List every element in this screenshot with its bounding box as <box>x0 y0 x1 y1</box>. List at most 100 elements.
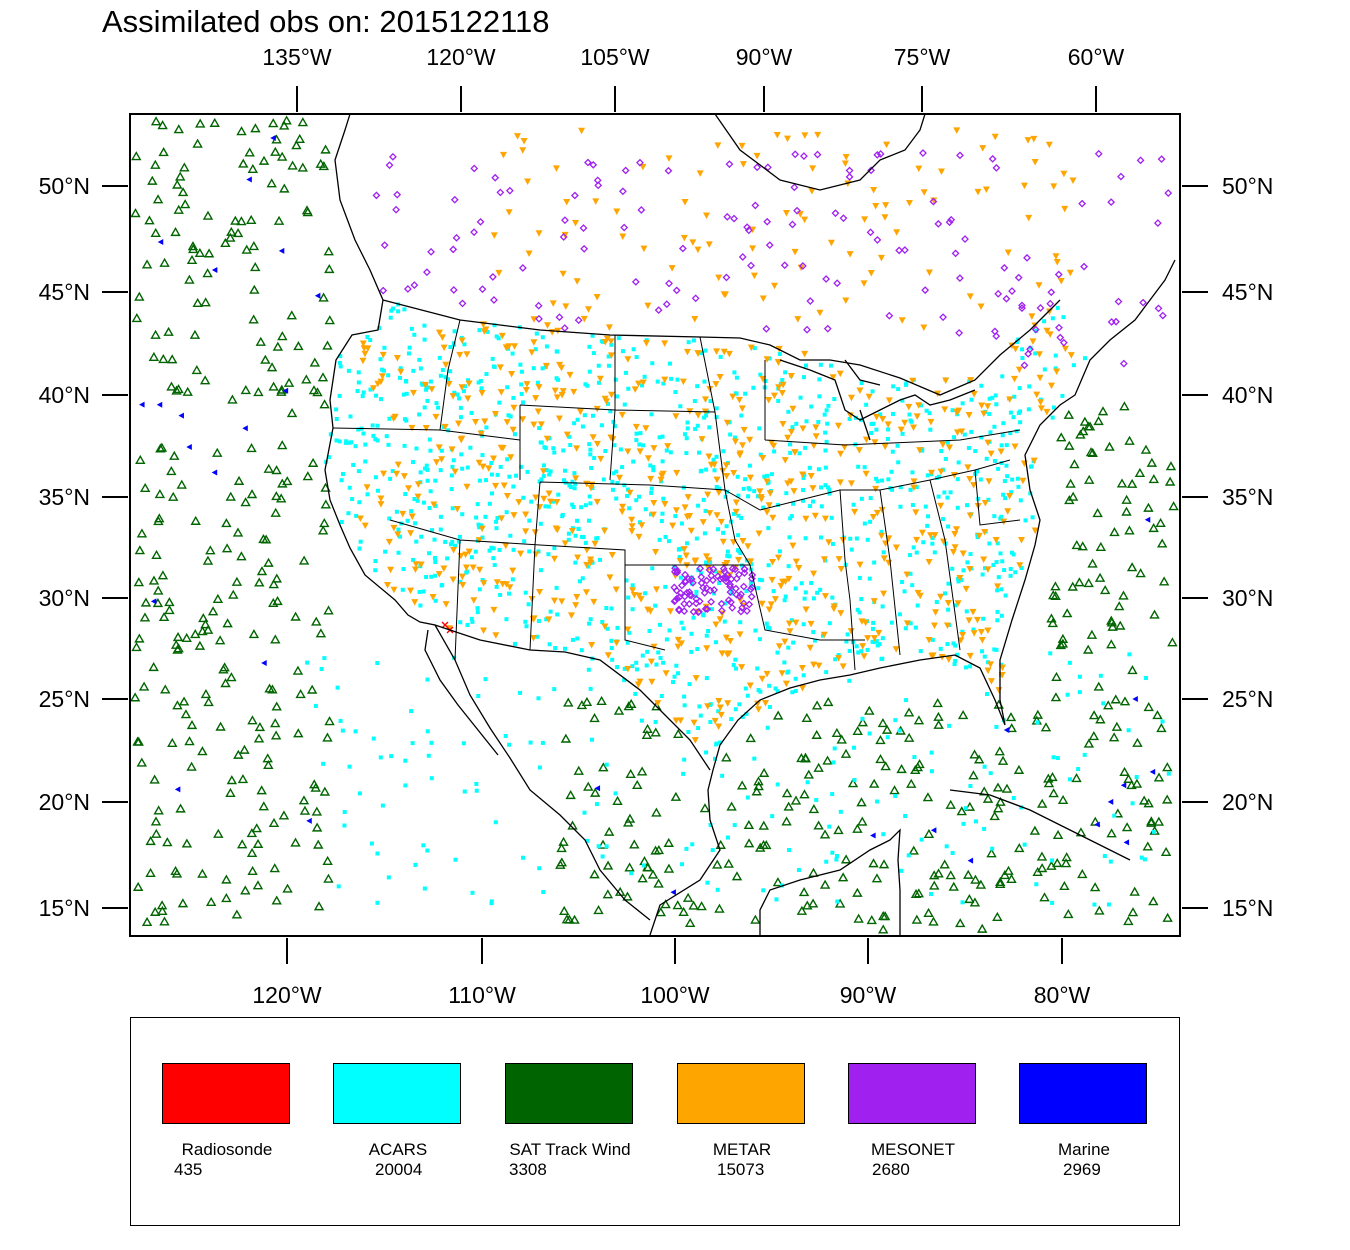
metar-marker <box>1061 205 1069 213</box>
legend: Radiosonde 435 ACARS 20004 SAT Track Wind 330… <box>130 1017 1180 1226</box>
metar-marker <box>790 488 798 495</box>
marine-marker <box>178 412 184 419</box>
sat-wind-marker <box>871 873 883 883</box>
acars-marker <box>761 505 766 510</box>
sat-wind-marker <box>168 491 179 501</box>
sat-wind-marker <box>642 723 653 734</box>
sat-wind-marker <box>1127 907 1139 917</box>
metar-marker <box>974 188 982 196</box>
acars-marker <box>519 391 524 396</box>
acars-marker <box>337 439 342 444</box>
sat-wind-marker <box>247 865 258 876</box>
sat-wind-marker <box>1162 912 1173 922</box>
metar-marker <box>508 370 516 378</box>
acars-marker <box>462 789 467 794</box>
metar-marker <box>442 601 450 608</box>
metar-marker <box>681 199 689 206</box>
metar-marker <box>775 643 783 650</box>
legend-label: MESONET <box>870 1140 956 1159</box>
acars-marker <box>1002 568 1007 573</box>
sat-wind-marker <box>663 837 674 847</box>
legend-item-metar: METAR 15073 <box>677 1063 807 1180</box>
acars-marker <box>622 666 627 671</box>
metar-marker <box>661 500 669 508</box>
acars-marker <box>903 813 908 818</box>
acars-marker <box>994 647 999 652</box>
acars-marker <box>772 449 777 454</box>
sat-wind-marker <box>964 801 976 811</box>
acars-marker <box>950 566 955 571</box>
acars-marker <box>451 341 456 346</box>
sat-wind-marker <box>1094 572 1106 582</box>
acars-marker <box>698 469 703 474</box>
sat-wind-marker <box>753 776 764 786</box>
sat-wind-marker <box>603 826 615 836</box>
acars-marker <box>493 820 498 825</box>
metar-marker <box>525 250 533 258</box>
acars-marker <box>834 857 839 862</box>
sat-wind-marker <box>209 117 220 127</box>
metar-marker <box>861 216 869 223</box>
sat-wind-marker <box>1153 816 1165 826</box>
acars-marker <box>925 473 930 478</box>
metar-marker <box>942 377 950 384</box>
sat-wind-marker <box>233 475 245 485</box>
metar-marker <box>653 586 661 593</box>
metar-marker <box>673 469 681 477</box>
metar-marker <box>870 186 878 194</box>
acars-marker <box>941 517 946 522</box>
acars-marker <box>1077 690 1082 695</box>
metar-marker <box>914 589 922 597</box>
acars-marker <box>747 463 752 468</box>
acars-marker <box>589 737 594 742</box>
acars-marker <box>487 548 492 553</box>
sat-wind-marker <box>205 896 217 907</box>
coastlines-and-boundaries <box>324 114 1176 936</box>
metar-marker <box>810 570 818 578</box>
acars-marker <box>838 809 843 814</box>
acars-marker <box>1020 347 1025 352</box>
sat-wind-marker <box>933 868 944 878</box>
acars-marker <box>443 375 448 380</box>
acars-marker <box>825 421 830 426</box>
metar-marker <box>1024 137 1032 144</box>
metar-marker <box>703 553 711 560</box>
acars-marker <box>418 470 423 475</box>
acars-marker <box>370 423 375 428</box>
sat-wind-marker <box>908 845 919 855</box>
acars-marker <box>874 639 879 644</box>
acars-marker <box>995 588 1000 593</box>
metar-marker <box>492 482 500 490</box>
top-label-4: 75°W <box>893 44 951 70</box>
acars-marker <box>575 518 580 523</box>
sat-wind-marker <box>298 555 310 565</box>
mesonet-marker <box>719 564 728 573</box>
mesonet-marker <box>876 150 885 158</box>
acars-marker <box>624 370 629 375</box>
acars-marker <box>733 657 738 662</box>
metar-marker <box>690 719 698 727</box>
metar-marker <box>654 700 662 707</box>
acars-marker <box>988 430 993 435</box>
metar-marker <box>377 501 385 508</box>
acars-marker <box>697 704 702 709</box>
acars-marker <box>634 660 639 665</box>
sat-wind-marker <box>197 868 208 878</box>
acars-marker <box>797 451 802 456</box>
sat-wind-marker <box>1064 495 1075 505</box>
sat-wind-marker <box>928 916 939 926</box>
metar-marker <box>619 233 627 241</box>
metar-marker <box>1035 282 1043 289</box>
metar-marker <box>1037 405 1045 412</box>
acars-marker <box>910 583 915 588</box>
acars-marker <box>398 534 403 539</box>
sat-wind-marker <box>632 779 643 790</box>
acars-marker <box>361 431 366 436</box>
acars-marker <box>714 454 719 459</box>
metar-marker <box>716 616 724 623</box>
acars-marker <box>984 692 989 697</box>
metar-marker <box>713 476 721 484</box>
sat-wind-marker <box>301 374 312 384</box>
acars-marker <box>735 474 740 479</box>
marine-marker <box>930 827 937 834</box>
